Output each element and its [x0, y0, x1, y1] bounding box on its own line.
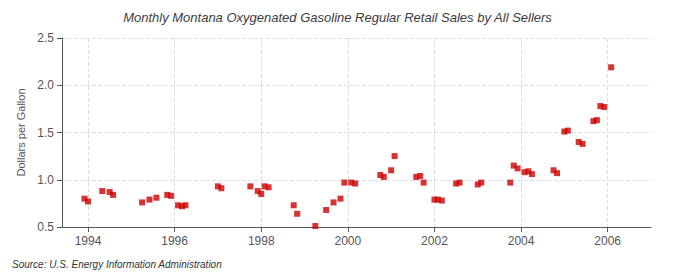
svg-text:Monthly Montana Oxygenated Gas: Monthly Montana Oxygenated Gasoline Regu…: [123, 10, 552, 25]
svg-text:1998: 1998: [248, 234, 275, 248]
svg-text:2006: 2006: [594, 234, 621, 248]
svg-text:2.0: 2.0: [37, 78, 54, 92]
svg-text:Dollars per Gallon: Dollars per Gallon: [15, 88, 27, 176]
svg-text:0.5: 0.5: [37, 220, 54, 234]
svg-text:2002: 2002: [421, 234, 448, 248]
svg-text:2000: 2000: [334, 234, 361, 248]
svg-text:1994: 1994: [75, 234, 102, 248]
svg-text:2004: 2004: [508, 234, 535, 248]
svg-text:1996: 1996: [161, 234, 188, 248]
svg-text:2.5: 2.5: [37, 31, 54, 45]
svg-text:1.5: 1.5: [37, 126, 54, 140]
svg-text:Source: U.S. Energy Informatio: Source: U.S. Energy Information Administ…: [12, 259, 222, 270]
svg-text:1.0: 1.0: [37, 173, 54, 187]
